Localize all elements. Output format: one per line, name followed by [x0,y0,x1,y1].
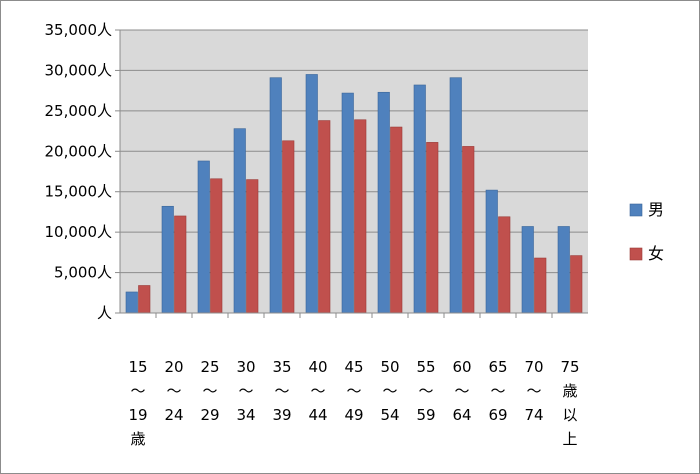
bar-female [354,119,367,314]
y-tick-label: 20,000人 [45,142,113,160]
y-tick-label: 30,000人 [45,61,113,79]
bar-female [174,215,187,314]
x-category-label: 70 ～ 74 [524,358,543,424]
bar-male [125,291,138,314]
bar-female [138,285,151,314]
axes [119,30,588,318]
y-tick-label: 15,000人 [45,183,113,201]
bar-female [246,179,259,314]
bar-male [521,226,534,314]
y-tick-labels: 人 5,000人 10,000人 15,000人 20,000人 25,000人 30,00… [45,21,113,322]
legend-label-female: 女 [648,244,664,263]
y-tick-label: 5,000人 [54,264,112,282]
legend-swatch-female [629,247,643,261]
x-category-label: 45 ～ 49 [344,358,363,424]
bar-female [462,146,475,314]
bar-female [534,257,547,314]
y-tick-label: 25,000人 [45,102,113,120]
x-category-label: 55 ～ 59 [416,358,435,424]
bar-male [557,226,570,314]
x-category-label: 65 ～ 69 [488,358,507,424]
bar-male [233,128,246,314]
x-category-label: 50 ～ 54 [380,358,399,424]
bar-female [390,126,403,314]
bar-male [413,84,426,314]
bar-male [449,77,462,314]
legend-label-male: 男 [648,200,664,219]
bars [125,74,583,314]
bar-male [269,77,282,314]
x-category-label: 35 ～ 39 [272,358,291,424]
y-tick-label: 35,000人 [45,21,113,39]
x-category-label: 75 歳以上 [560,358,579,448]
y-tick-label: 人 [97,304,112,322]
x-category-label: 40 ～ 44 [308,358,327,424]
bar-male [341,92,354,314]
x-category-label: 30 ～ 34 [236,358,255,424]
bar-male [197,160,210,314]
bar-male [485,189,498,314]
plot-area [120,30,588,313]
bar-female [498,216,511,314]
y-tick-label: 10,000人 [45,223,113,241]
bar-male [305,74,318,314]
bar-female [210,178,223,314]
legend: 男女 [629,200,664,263]
bar-male [161,205,174,314]
x-category-label: 20 ～ 24 [164,358,183,424]
bar-male [377,91,390,314]
x-category-label: 15 ～ 19 歳 [128,358,147,448]
bar-female [318,120,331,314]
legend-swatch-male [629,203,643,217]
x-category-label: 60 ～ 64 [452,358,471,424]
x-category-labels: 15 ～ 19 歳 20 ～ 24 25 ～ 29 30 ～ 34 35 ～ 39 40 ～ 44 45 ～ 49 50 ～ 5… [128,358,579,448]
bar-female [570,255,583,314]
x-category-label: 25 ～ 29 [200,358,219,424]
bar-female [282,140,295,314]
bar-female [426,142,439,314]
